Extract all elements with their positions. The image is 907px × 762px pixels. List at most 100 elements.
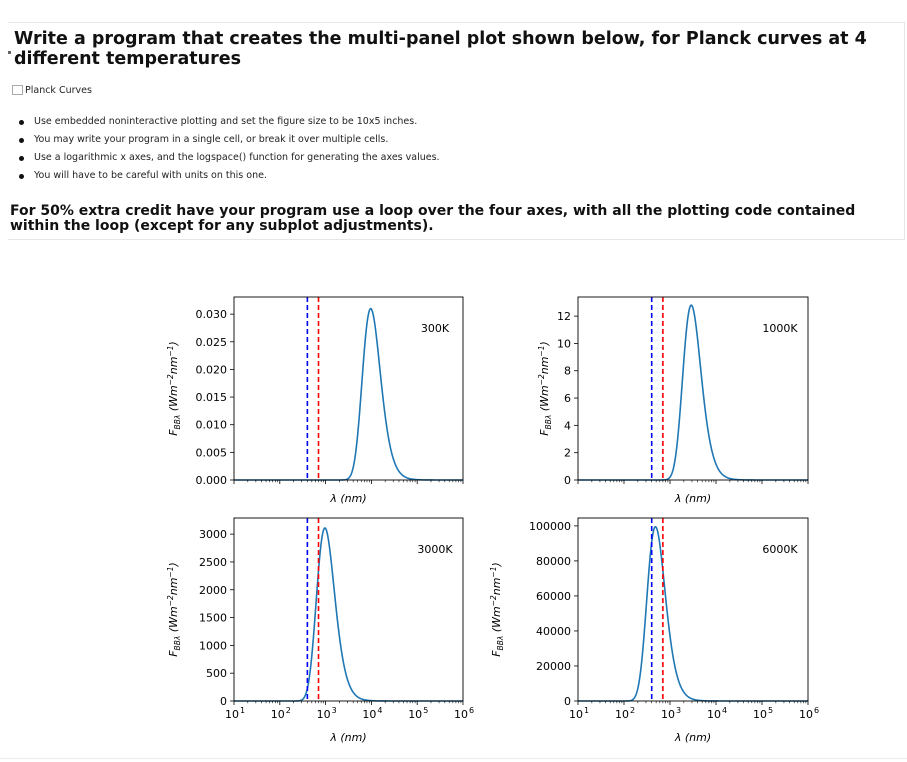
x-tick-label: 10 <box>408 708 422 721</box>
x-tick-exponent: 6 <box>814 706 819 715</box>
y-tick-label: 1500 <box>199 612 227 625</box>
y-tick-label: 6 <box>564 392 571 405</box>
x-tick-label: 10 <box>225 708 239 721</box>
temperature-annotation: 3000K <box>417 543 453 556</box>
list-item: Use a logarithmic x axes, and the logspa… <box>18 149 440 167</box>
image-alt-text: Planck Curves <box>25 84 92 96</box>
y-axis-label-part: −2 <box>166 374 175 385</box>
x-tick-exponent: 4 <box>377 706 382 715</box>
image-placeholder-icon <box>12 85 23 95</box>
chart-panel-1000K: 0 2 4 6 8 10 12 λ (nm) FBBλ (Wm−2nm−1) 1000K <box>537 296 809 505</box>
y-tick-label: 2 <box>564 447 571 460</box>
x-axis-label: λ (nm) <box>329 731 366 744</box>
x-tick-label: 10 <box>271 708 285 721</box>
axes-frame <box>577 517 809 702</box>
x-tick-exponent: 3 <box>676 706 681 715</box>
x-tick-label: 10 <box>799 708 813 721</box>
x-tick-label: 10 <box>661 708 675 721</box>
y-axis-label-part: −1 <box>489 567 498 578</box>
y-tick-label: 12 <box>557 310 571 323</box>
y-tick-label: 1000 <box>199 639 227 652</box>
y-axis-label-part: F <box>167 429 180 436</box>
y-tick-label: 2500 <box>199 556 227 569</box>
y-tick-label: 100000 <box>529 520 571 533</box>
x-tick-label: 10 <box>317 708 331 721</box>
y-tick-label: 40000 <box>536 625 571 638</box>
y-tick-label: 20000 <box>536 660 571 673</box>
y-tick-label: 80000 <box>536 555 571 568</box>
y-axis-label-part: F <box>538 429 551 436</box>
instruction-list: Use embedded noninteractive plotting and… <box>18 113 440 185</box>
y-axis-label-part: (Wm <box>490 606 503 635</box>
y-axis-label-part: −2 <box>537 374 546 385</box>
y-axis-label-part: BBλ <box>544 415 553 430</box>
y-tick-label: 0.030 <box>196 308 228 321</box>
y-tick-label: 4 <box>564 419 571 432</box>
y-axis-label-part: −2 <box>489 595 498 606</box>
x-tick-label: 10 <box>569 708 583 721</box>
y-tick-label: 500 <box>206 667 227 680</box>
list-item: Use embedded noninteractive plotting and… <box>18 113 440 131</box>
x-tick-exponent: 2 <box>630 706 635 715</box>
y-tick-label: 0.005 <box>196 446 228 459</box>
temperature-annotation: 300K <box>421 322 450 335</box>
y-tick-label: 0 <box>220 695 227 708</box>
y-axis-label: FBBλ (Wm−2nm−1) <box>489 562 505 657</box>
x-tick-exponent: 6 <box>469 706 474 715</box>
temperature-annotation: 6000K <box>762 543 798 556</box>
y-axis-label-part: BBλ <box>496 636 505 651</box>
y-axis-label-part: ) <box>167 341 180 346</box>
y-axis-label: FBBλ (Wm−2nm−1) <box>166 562 182 657</box>
y-tick-label: 10 <box>557 337 571 350</box>
list-item: You will have to be careful with units o… <box>18 167 440 185</box>
extra-credit-heading: For 50% extra credit have your program u… <box>10 203 856 234</box>
y-axis-label-part: nm <box>538 357 551 375</box>
axes-frame <box>233 517 464 702</box>
y-axis-label-part: nm <box>167 578 180 596</box>
y-tick-label: 0 <box>564 474 571 487</box>
x-tick-label: 10 <box>615 708 629 721</box>
y-tick-label: 0.020 <box>196 363 228 376</box>
x-tick-exponent: 1 <box>584 706 589 715</box>
x-axis-label: λ (nm) <box>674 731 711 744</box>
axes-frame <box>233 296 464 481</box>
y-axis-label-part: F <box>167 650 180 657</box>
y-axis-label-part: nm <box>490 578 503 596</box>
x-tick-label: 10 <box>454 708 468 721</box>
y-tick-label: 8 <box>564 365 571 378</box>
y-tick-label: 2000 <box>199 584 227 597</box>
y-axis-label: FBBλ (Wm−2nm−1) <box>537 341 553 436</box>
y-axis-label-part: ) <box>538 341 551 346</box>
list-item: You may write your program in a single c… <box>18 131 440 149</box>
y-axis-label-part: −1 <box>166 567 175 578</box>
y-tick-label: 0.000 <box>196 474 228 487</box>
y-axis-label-part: −1 <box>537 346 546 357</box>
cell-marker <box>8 51 11 54</box>
y-axis-label-part: −1 <box>166 346 175 357</box>
x-tick-label: 10 <box>362 708 376 721</box>
y-axis-label-part: ) <box>490 562 503 567</box>
axes-frame <box>577 296 809 481</box>
x-tick-exponent: 3 <box>332 706 337 715</box>
temperature-annotation: 1000K <box>762 322 798 335</box>
x-tick-label: 10 <box>753 708 767 721</box>
x-axis-label: λ (nm) <box>674 492 711 505</box>
y-axis-label-part: nm <box>167 357 180 375</box>
y-tick-label: 3000 <box>199 528 227 541</box>
y-tick-label: 0.025 <box>196 336 228 349</box>
y-tick-label: 0.010 <box>196 419 228 432</box>
y-axis-label-part: F <box>490 650 503 657</box>
y-axis-label-part: BBλ <box>173 636 182 651</box>
x-tick-exponent: 5 <box>423 706 428 715</box>
y-axis-label-part: ) <box>167 562 180 567</box>
y-axis-label: FBBλ (Wm−2nm−1) <box>166 341 182 436</box>
x-tick-label: 10 <box>707 708 721 721</box>
y-tick-label: 0.015 <box>196 391 228 404</box>
x-axis-label: λ (nm) <box>329 492 366 505</box>
cell-divider <box>0 758 907 759</box>
broken-image: Planck Curves <box>12 83 92 97</box>
markdown-cell[interactable]: Write a program that creates the multi-p… <box>8 22 905 240</box>
x-tick-exponent: 2 <box>286 706 291 715</box>
